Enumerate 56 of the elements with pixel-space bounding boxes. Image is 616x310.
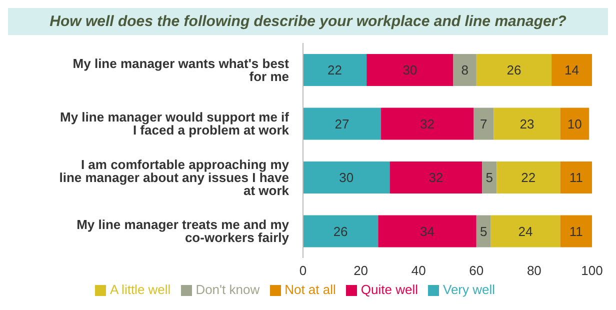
data-label: 5 [486,170,494,186]
legend-label: Not at all [284,282,336,297]
data-label: 26 [506,62,522,78]
bar [303,54,367,86]
data-label: 32 [420,116,435,132]
bar [378,215,476,248]
bar [453,54,476,86]
data-label: 27 [334,116,350,132]
bar [552,54,592,86]
y-tick-label: My line manager would support me if I faced a problem at work [60,110,290,138]
data-label: 11 [569,170,583,186]
bar [474,108,494,140]
bar [482,162,497,194]
y-tick-label: My line manager wants what's best for me [72,56,290,84]
x-tick-label: 20 [354,263,368,278]
data-label: 32 [428,170,444,186]
x-tick-label: 80 [526,263,542,278]
bar [476,215,491,248]
legend-label: A little well [110,282,171,297]
bar [303,162,390,194]
y-tick-label: My line manager treats me and my co-workers fairly [76,217,290,246]
legend-label: Quite well [360,282,418,297]
bar [476,54,552,86]
x-tick-label: 100 [581,263,603,278]
data-label: 11 [569,224,583,239]
bar [490,215,560,248]
data-label: 10 [567,116,582,132]
data-label: 22 [328,62,342,78]
data-label: 26 [333,224,348,239]
data-label: 23 [520,116,534,132]
bar [494,108,560,140]
data-label: 30 [339,170,354,186]
data-label: 22 [521,170,536,186]
bar [303,215,378,248]
chart-title: How well does the following describe your workplace and line manager? [8,8,608,35]
legend-label: Very well [442,282,496,297]
bar [303,108,382,140]
data-label: 7 [480,116,488,132]
x-tick-label: 0 [299,263,307,278]
bar [381,108,474,140]
bar [366,54,454,86]
data-label: 5 [480,224,488,239]
data-label: 24 [518,224,533,239]
x-tick-label: 40 [411,263,426,278]
data-label: 14 [564,62,580,78]
y-tick-label: I am comfortable approaching my line manager about any issues I have at work [59,156,290,198]
legend-label: Don't know [196,282,260,297]
data-label: 34 [420,224,435,239]
x-tick-label: 60 [469,263,484,278]
data-label: 8 [461,62,468,78]
bar [560,108,590,140]
data-label: 30 [402,62,418,78]
bar [560,162,592,194]
bar [390,162,482,194]
bar [496,162,560,194]
bar [560,215,592,248]
